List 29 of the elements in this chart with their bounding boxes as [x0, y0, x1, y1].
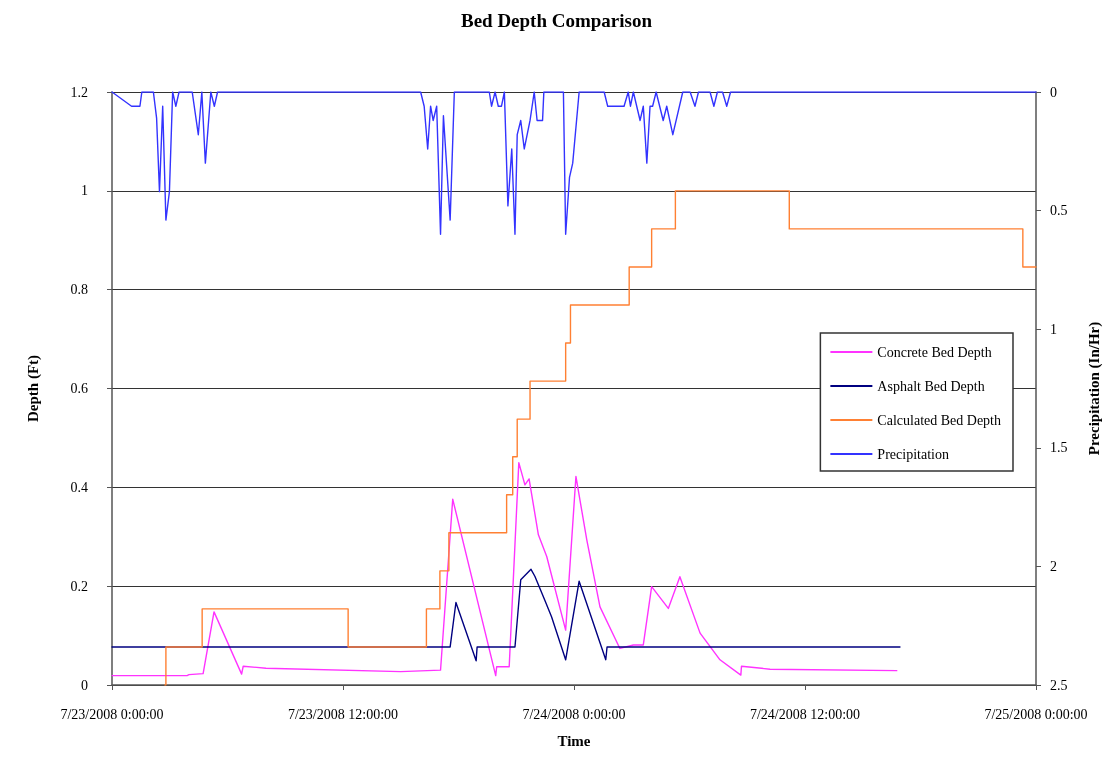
legend-label: Precipitation: [877, 446, 949, 462]
y-tick-label: 0: [81, 677, 88, 693]
line-series: [111, 461, 898, 677]
y-axis-title: Depth (Ft): [24, 354, 42, 423]
legend-label: Asphalt Bed Depth: [877, 378, 985, 394]
y2-tick-label: 2.5: [1050, 677, 1068, 693]
y-tick-label: 0.2: [70, 578, 88, 594]
y-tick-label: 0.6: [70, 381, 88, 396]
y-tick-label: 0.4: [70, 479, 88, 495]
y2-tick-label: 1: [1050, 321, 1057, 337]
x-axis-title: Time: [557, 732, 591, 749]
y2-axis-title: Precipitation (In/Hr): [1085, 321, 1103, 456]
y2-tick-label: 0: [1050, 84, 1057, 100]
y2-tick-label: 0.5: [1050, 203, 1068, 219]
legend-label: Calculated Bed Depth: [877, 412, 1002, 428]
x-tick-label: 7/23/2008 12:00:00: [287, 706, 399, 722]
y-tick-label: 1.2: [70, 84, 88, 100]
y2-tick-label: 1.5: [1050, 440, 1068, 456]
y-tick-label: 1: [81, 183, 88, 199]
x-tick-label: 7/25/2008 0:00:00: [984, 706, 1088, 722]
y2-tick-label: 2: [1050, 558, 1057, 574]
x-tick-label: 7/24/2008 0:00:00: [522, 706, 626, 722]
line-series: [111, 91, 1037, 236]
x-tick-label: 7/23/2008 0:00:00: [60, 706, 164, 722]
line-series: [111, 568, 901, 662]
chart-title: Bed Depth Comparison: [460, 10, 653, 31]
y-tick-label: 0.8: [70, 282, 88, 298]
x-tick-label: 7/24/2008 12:00:00: [749, 706, 861, 722]
legend-label: Concrete Bed Depth: [877, 344, 992, 360]
